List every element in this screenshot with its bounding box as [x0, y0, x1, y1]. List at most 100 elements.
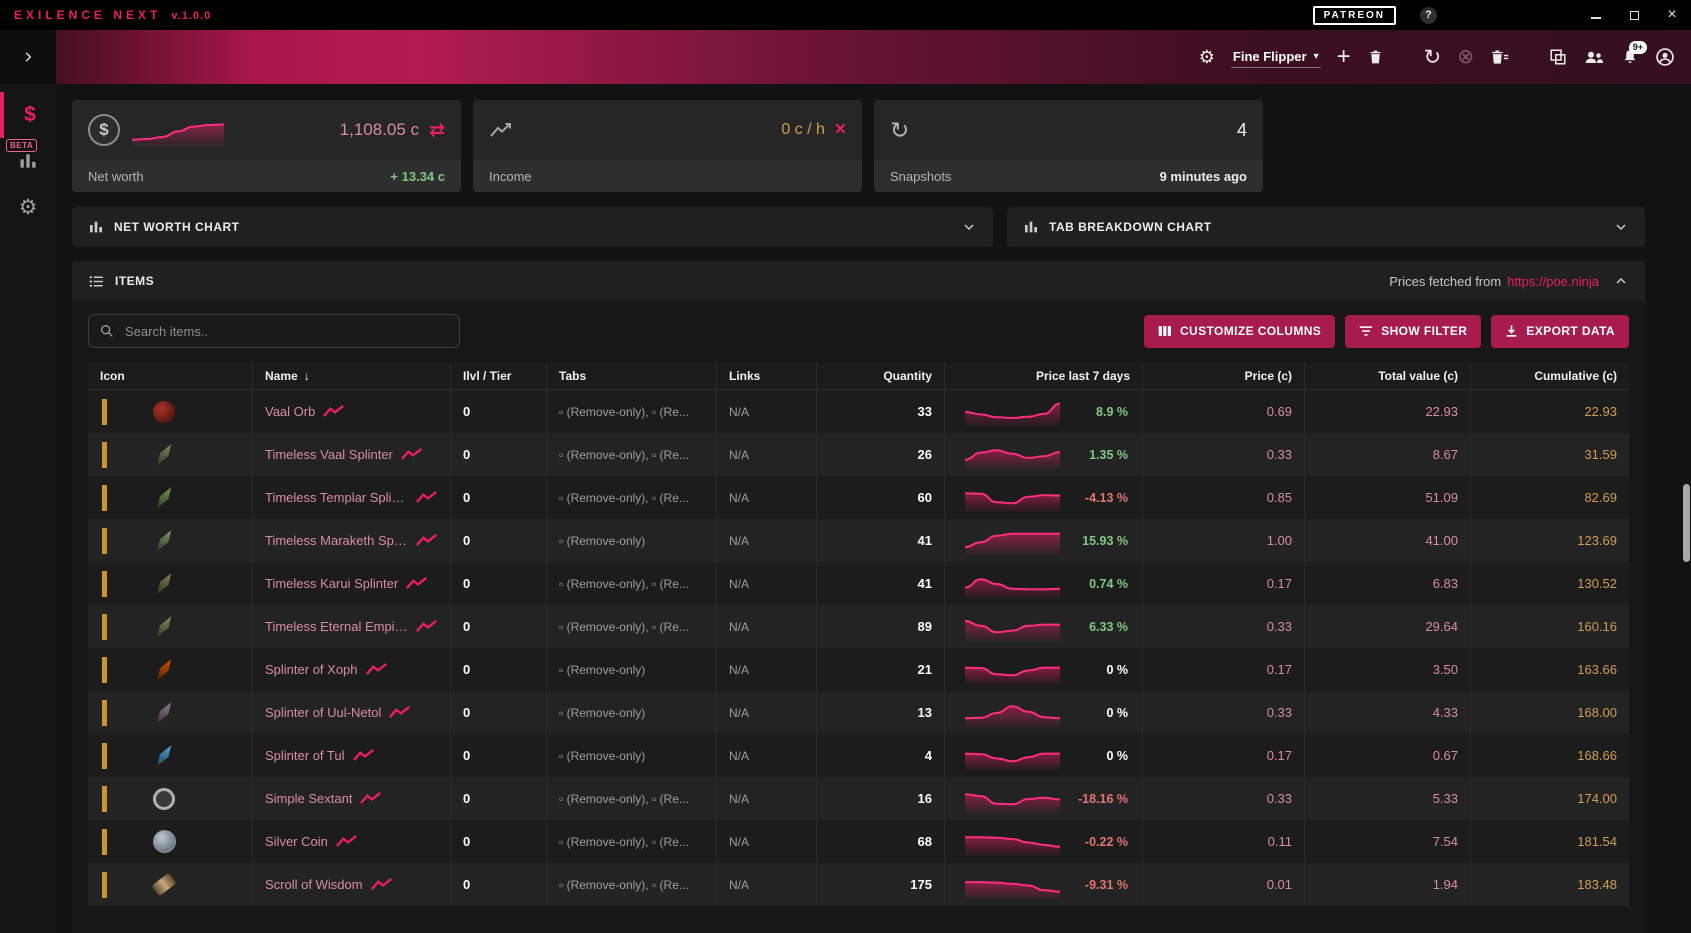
tab-breakdown-chart-title: TAB BREAKDOWN CHART — [1049, 220, 1212, 234]
sidebar-item-networth[interactable]: $ — [0, 92, 56, 138]
item-quantity: 60 — [817, 476, 945, 519]
close-button[interactable]: × — [1667, 6, 1677, 23]
price-change-percent: 0.74 % — [1089, 576, 1128, 591]
sidebar-item-settings[interactable]: ⚙ — [0, 184, 56, 230]
help-icon[interactable]: ? — [1420, 6, 1437, 24]
customize-columns-button[interactable]: CUSTOMIZE COLUMNS — [1143, 314, 1336, 348]
poe-ninja-link[interactable]: https://poe.ninja — [1507, 273, 1599, 289]
price-history-icon[interactable] — [370, 878, 393, 891]
search-box[interactable] — [88, 314, 460, 348]
item-name[interactable]: Vaal Orb — [265, 404, 316, 419]
column-header-cumulative[interactable]: Cumulative (c) — [1534, 368, 1617, 383]
column-header-icon[interactable]: Icon — [88, 362, 253, 389]
maximize-button[interactable] — [1627, 8, 1641, 22]
scrollbar-thumb[interactable] — [1683, 484, 1690, 562]
item-name[interactable]: Timeless Karui Splinter — [265, 576, 399, 591]
item-quantity: 21 — [817, 648, 945, 691]
price-history-icon[interactable] — [360, 792, 382, 805]
remove-snapshots-icon[interactable] — [1490, 48, 1509, 66]
item-ilvl: 0 — [451, 476, 547, 519]
patreon-badge[interactable]: PATREON — [1312, 5, 1396, 25]
price-history-icon[interactable] — [416, 491, 438, 504]
table-row[interactable]: Splinter of Tul 0 ▫ (Remove-only) N/A 4 … — [88, 734, 1629, 777]
networth-chart-panel[interactable]: NET WORTH CHART — [72, 207, 993, 247]
item-cumulative: 168.00 — [1577, 705, 1617, 720]
item-total-value: 5.33 — [1305, 777, 1471, 820]
item-links: N/A — [717, 734, 817, 777]
item-name[interactable]: Timeless Eternal Empire... — [265, 619, 408, 634]
remove-profile-icon[interactable] — [1367, 48, 1384, 66]
take-snapshot-icon[interactable]: ↻ — [1423, 45, 1442, 69]
reset-income-icon[interactable]: × — [834, 119, 846, 140]
price-history-icon[interactable] — [389, 706, 411, 719]
show-filter-button[interactable]: SHOW FILTER — [1345, 314, 1482, 348]
table-row[interactable]: Simple Sextant 0 ▫ (Remove-only), ▫ (Re.… — [88, 777, 1629, 820]
item-tabs: ▫ (Remove-only) — [547, 691, 717, 734]
overlay-icon[interactable] — [1549, 48, 1567, 66]
item-name[interactable]: Splinter of Xoph — [265, 662, 358, 677]
column-header-price[interactable]: Price (c) — [1143, 362, 1305, 389]
search-input[interactable] — [123, 322, 449, 340]
item-ilvl: 0 — [451, 863, 547, 906]
column-header-ilvl[interactable]: Ilvl / Tier — [451, 362, 547, 389]
price-history-icon[interactable] — [323, 405, 345, 418]
profile-settings-icon[interactable]: ⚙ — [1198, 47, 1215, 67]
column-header-links[interactable]: Links — [717, 362, 817, 389]
table-row[interactable]: Silver Coin 0 ▫ (Remove-only), ▫ (Re... … — [88, 820, 1629, 863]
account-icon[interactable] — [1655, 47, 1675, 67]
column-header-quantity[interactable]: Quantity — [817, 362, 945, 389]
table-row[interactable]: Timeless Karui Splinter 0 ▫ (Remove-only… — [88, 562, 1629, 605]
item-name[interactable]: Splinter of Tul — [265, 748, 345, 763]
item-quantity: 41 — [817, 519, 945, 562]
item-price: 1.00 — [1143, 519, 1305, 562]
price-history-icon[interactable] — [365, 663, 388, 676]
table-row[interactable]: Timeless Maraketh Spli... 0 ▫ (Remove-on… — [88, 519, 1629, 562]
chevron-down-icon[interactable] — [1613, 219, 1629, 235]
sidebar-item-bulk-sell[interactable]: BETA — [0, 138, 56, 184]
tab-breakdown-chart-panel[interactable]: TAB BREAKDOWN CHART — [1007, 207, 1645, 247]
app-version: v.1.0.0 — [171, 10, 212, 22]
column-header-tabs[interactable]: Tabs — [547, 362, 717, 389]
price-history-icon[interactable] — [416, 534, 438, 547]
notifications-button[interactable]: 9+ — [1621, 41, 1647, 66]
table-row[interactable]: Splinter of Uul-Netol 0 ▫ (Remove-only) … — [88, 691, 1629, 734]
table-row[interactable]: Timeless Vaal Splinter 0 ▫ (Remove-only)… — [88, 433, 1629, 476]
item-quantity: 68 — [817, 820, 945, 863]
add-profile-icon[interactable]: + — [1336, 43, 1351, 70]
column-header-name[interactable]: Name ↓ — [253, 362, 451, 389]
table-row[interactable]: Vaal Orb 0 ▫ (Remove-only), ▫ (Re... N/A… — [88, 390, 1629, 433]
price-history-icon[interactable] — [406, 577, 428, 590]
table-row[interactable]: Timeless Templar Splint... 0 ▫ (Remove-o… — [88, 476, 1629, 519]
price-history-icon[interactable] — [352, 749, 375, 762]
chevron-up-icon[interactable] — [1613, 273, 1629, 289]
item-name[interactable]: Timeless Vaal Splinter — [265, 447, 393, 462]
price-history-icon[interactable] — [335, 835, 358, 848]
sidebar-expand-button[interactable] — [0, 30, 56, 84]
price-sparkline — [965, 612, 1060, 642]
group-icon[interactable] — [1583, 48, 1605, 66]
price-sparkline — [965, 440, 1060, 470]
vertical-scrollbar[interactable] — [1682, 84, 1691, 933]
price-history-icon[interactable] — [400, 448, 423, 461]
price-change-percent: 0 % — [1106, 662, 1128, 677]
table-row[interactable]: Timeless Eternal Empire... 0 ▫ (Remove-o… — [88, 605, 1629, 648]
price-history-icon[interactable] — [416, 620, 438, 633]
table-row[interactable]: Scroll of Wisdom 0 ▫ (Remove-only), ▫ (R… — [88, 863, 1629, 906]
minimize-button[interactable] — [1589, 8, 1603, 22]
currency-swap-icon[interactable]: ⇄ — [429, 119, 445, 141]
price-sparkline — [965, 870, 1060, 900]
column-header-price-7d[interactable]: Price last 7 days — [945, 362, 1143, 389]
item-name[interactable]: Timeless Templar Splint... — [265, 490, 408, 505]
profile-select[interactable]: Fine Flipper ▾ — [1230, 46, 1321, 68]
item-name[interactable]: Simple Sextant — [265, 791, 353, 806]
item-tabs: ▫ (Remove-only), ▫ (Re... — [547, 777, 717, 820]
item-name[interactable]: Splinter of Uul-Netol — [265, 705, 382, 720]
export-data-button[interactable]: EXPORT DATA — [1491, 314, 1629, 348]
chevron-down-icon[interactable] — [961, 219, 977, 235]
column-header-total-value[interactable]: Total value (c) — [1305, 362, 1471, 389]
table-row[interactable]: Splinter of Xoph 0 ▫ (Remove-only) N/A 2… — [88, 648, 1629, 691]
item-name[interactable]: Scroll of Wisdom — [265, 877, 363, 892]
item-name[interactable]: Timeless Maraketh Spli... — [265, 533, 408, 548]
item-name[interactable]: Silver Coin — [265, 834, 328, 849]
